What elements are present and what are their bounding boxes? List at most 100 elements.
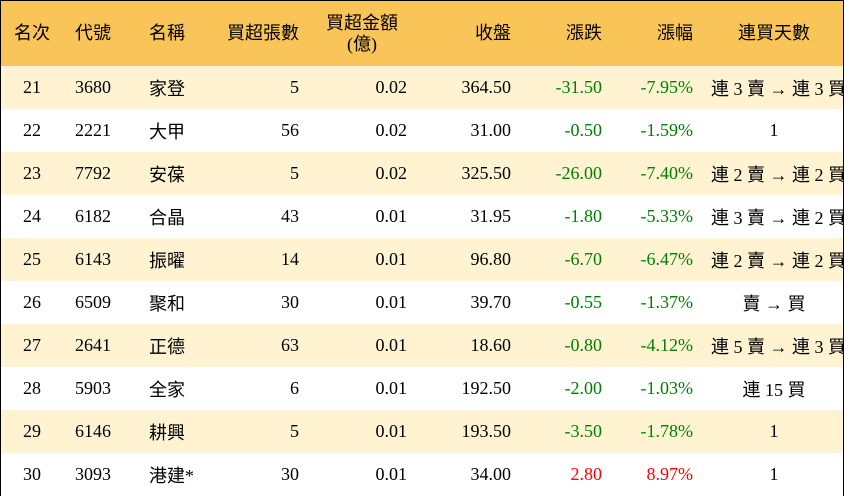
net-buy-qty-cell: 5 [290, 163, 299, 183]
header-row: 名次 代號 名稱 買超張數 買超金額 (億) 收盤 漲跌 漲幅 連買天數 [1, 1, 843, 66]
table-body: 21 3680 家登 5 0.02 364.50 -31.50 -7.95% 連 3 賣 → 連… [1, 66, 844, 496]
header-amount-line1: 買超金額 [326, 12, 398, 33]
change-pct-cell: -7.95% [640, 77, 694, 97]
net-buy-qty-cell: 63 [281, 335, 299, 355]
close-cell: 18.60 [470, 335, 512, 355]
change-pct-cell: -1.03% [640, 378, 694, 398]
rank-cell: 29 [23, 421, 41, 441]
change-pct-cell: -1.78% [640, 421, 694, 441]
header-change-pct: 漲幅 [657, 23, 693, 43]
header-close: 收盤 [475, 23, 511, 43]
net-buy-amount-cell: 0.01 [375, 292, 408, 312]
header-net-buy-qty: 買超張數 [227, 23, 299, 43]
close-cell: 31.95 [470, 206, 512, 226]
header-rank: 名次 [14, 23, 50, 43]
table-row: 29 6146 耕興 5 0.01 193.50 -3.50 -1.78% 1 [1, 410, 843, 453]
change-pct-cell: -4.12% [640, 335, 694, 355]
code-cell: 6509 [75, 292, 111, 312]
net-buy-qty-cell: 30 [281, 292, 299, 312]
change-pct-cell: 8.97% [646, 464, 694, 484]
buy-streak-cell: 連 2 賣 → 連 2 買 [711, 164, 844, 185]
change-pct-cell: -6.47% [640, 249, 694, 269]
buy-streak-cell: 1 [769, 464, 779, 484]
change-cell: 2.80 [570, 464, 603, 484]
table-row: 23 7792 安葆 5 0.02 325.50 -26.00 -7.40% 連 2 賣 → 連… [1, 152, 844, 195]
rank-cell: 30 [23, 464, 41, 484]
change-pct-cell: -1.59% [640, 120, 694, 140]
name-cell: 安葆 [149, 164, 185, 185]
net-buy-qty-cell: 14 [281, 249, 299, 269]
buy-streak-cell: 賣 → 買 [742, 293, 806, 314]
rank-cell: 21 [23, 77, 41, 97]
code-cell: 6143 [75, 249, 111, 269]
net-buy-qty-cell: 5 [290, 421, 299, 441]
net-buy-amount-cell: 0.02 [375, 163, 408, 183]
name-cell: 合晶 [149, 207, 185, 228]
name-cell: 港建* [149, 465, 194, 486]
change-cell: -0.80 [564, 335, 603, 355]
table-row: 26 6509 聚和 30 0.01 39.70 -0.55 -1.37% 賣 → 買 [1, 281, 843, 324]
name-cell: 振曜 [149, 250, 185, 271]
code-cell: 2641 [75, 335, 111, 355]
header-name: 名稱 [149, 23, 185, 43]
net-buy-amount-cell: 0.01 [375, 464, 408, 484]
rank-cell: 25 [23, 249, 41, 269]
name-cell: 家登 [149, 78, 185, 99]
name-cell: 耕興 [149, 422, 185, 443]
rank-cell: 28 [23, 378, 41, 398]
buy-streak-cell: 連 15 買 [742, 379, 806, 400]
table-row: 21 3680 家登 5 0.02 364.50 -31.50 -7.95% 連 3 賣 → 連… [1, 66, 844, 109]
table-row: 27 2641 正德 63 0.01 18.60 -0.80 -4.12% 連 5 賣 → 連 … [1, 324, 844, 367]
net-buy-qty-cell: 43 [281, 206, 299, 226]
net-buy-amount-cell: 0.01 [375, 378, 408, 398]
close-cell: 96.80 [470, 249, 512, 269]
name-cell: 全家 [149, 379, 185, 400]
net-buy-qty-cell: 56 [281, 120, 299, 140]
close-cell: 325.50 [461, 163, 512, 183]
table-row: 22 2221 大甲 56 0.02 31.00 -0.50 -1.59% 1 [1, 109, 843, 152]
header-net-buy-amount: 買超金額 (億) [311, 1, 423, 66]
header-change: 漲跌 [566, 23, 602, 43]
buy-streak-cell: 連 3 賣 → 連 3 買 [711, 78, 844, 99]
net-buy-amount-cell: 0.02 [375, 120, 408, 140]
change-cell: -3.50 [564, 421, 603, 441]
table-header: 名次 代號 名稱 買超張數 買超金額 (億) 收盤 漲跌 漲幅 連買天數 [1, 1, 843, 66]
code-cell: 7792 [75, 163, 111, 183]
buy-streak-cell: 連 2 賣 → 連 2 買 [711, 250, 844, 271]
buy-streak-cell: 1 [769, 120, 779, 140]
change-cell: -26.00 [555, 163, 603, 183]
change-cell: -0.50 [564, 120, 603, 140]
net-buy-amount-cell: 0.01 [375, 421, 408, 441]
change-pct-cell: -5.33% [640, 206, 694, 226]
rank-cell: 26 [23, 292, 41, 312]
table-row: 28 5903 全家 6 0.01 192.50 -2.00 -1.03% 連 15 買 [1, 367, 843, 410]
close-cell: 193.50 [461, 421, 512, 441]
header-buy-streak: 連買天數 [738, 23, 810, 43]
change-cell: -6.70 [564, 249, 603, 269]
buy-streak-cell: 1 [769, 421, 779, 441]
close-cell: 192.50 [461, 378, 512, 398]
code-cell: 5903 [75, 378, 111, 398]
header-code: 代號 [75, 23, 111, 43]
close-cell: 34.00 [470, 464, 512, 484]
rank-cell: 27 [23, 335, 41, 355]
close-cell: 31.00 [470, 120, 512, 140]
change-pct-cell: -1.37% [640, 292, 694, 312]
code-cell: 6182 [75, 206, 111, 226]
code-cell: 3680 [75, 77, 111, 97]
rank-cell: 24 [23, 206, 41, 226]
change-cell: -31.50 [555, 77, 603, 97]
net-buy-amount-cell: 0.01 [375, 206, 408, 226]
name-cell: 聚和 [149, 293, 185, 314]
table-row: 24 6182 合晶 43 0.01 31.95 -1.80 -5.33% 連 3 賣 → 連 … [1, 195, 844, 238]
change-pct-cell: -7.40% [640, 163, 694, 183]
code-cell: 3093 [75, 464, 111, 484]
rank-cell: 23 [23, 163, 41, 183]
net-buy-amount-cell: 0.01 [375, 335, 408, 355]
code-cell: 2221 [75, 120, 111, 140]
change-cell: -0.55 [564, 292, 603, 312]
change-cell: -1.80 [564, 206, 603, 226]
close-cell: 39.70 [470, 292, 512, 312]
table-row: 25 6143 振曜 14 0.01 96.80 -6.70 -6.47% 連 2 賣 → 連 … [1, 238, 844, 281]
